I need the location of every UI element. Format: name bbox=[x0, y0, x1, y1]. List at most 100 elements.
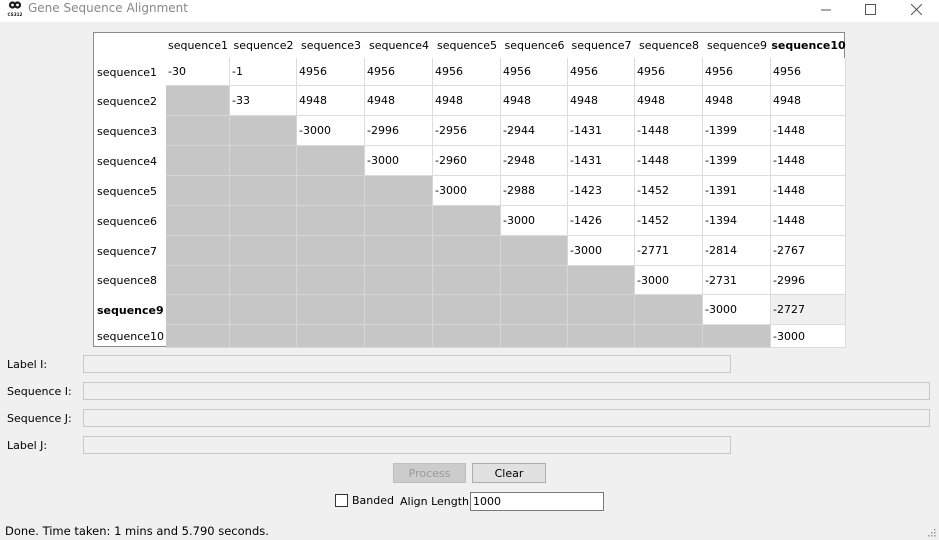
column-header-sequence2[interactable]: sequence2 bbox=[233, 39, 294, 52]
matrix-cell[interactable]: -1448 bbox=[771, 206, 846, 236]
matrix-cell[interactable]: -2767 bbox=[771, 236, 846, 266]
matrix-cell-empty[interactable] bbox=[297, 146, 365, 176]
matrix-cell[interactable]: -2948 bbox=[501, 146, 568, 176]
matrix-cell-empty[interactable] bbox=[166, 116, 230, 146]
matrix-cell-empty[interactable] bbox=[365, 295, 433, 325]
matrix-cell-empty[interactable] bbox=[297, 295, 365, 325]
matrix-cell-empty[interactable] bbox=[501, 325, 568, 348]
matrix-cell-empty[interactable] bbox=[166, 86, 230, 116]
matrix-cell-empty[interactable] bbox=[365, 176, 433, 206]
row-header-sequence5[interactable]: sequence5 bbox=[97, 184, 158, 198]
column-header-sequence10[interactable]: sequence10 bbox=[771, 39, 846, 52]
row-header-sequence8[interactable]: sequence8 bbox=[97, 274, 158, 287]
sequence-i-field[interactable] bbox=[83, 382, 930, 400]
column-header-sequence6[interactable]: sequence6 bbox=[504, 39, 565, 52]
label-i-field[interactable] bbox=[83, 355, 731, 373]
matrix-cell[interactable]: 4948 bbox=[501, 86, 568, 116]
matrix-cell[interactable]: -1448 bbox=[771, 176, 846, 206]
matrix-cell[interactable]: -3000 bbox=[568, 236, 635, 266]
matrix-cell-empty[interactable] bbox=[297, 206, 365, 236]
matrix-cell[interactable]: -2771 bbox=[635, 236, 703, 266]
matrix-cell-empty[interactable] bbox=[703, 325, 771, 348]
matrix-cell-empty[interactable] bbox=[230, 206, 297, 236]
matrix-cell-empty[interactable] bbox=[568, 325, 635, 348]
column-header-sequence1[interactable]: sequence1 bbox=[167, 39, 228, 52]
matrix-cell-empty[interactable] bbox=[230, 146, 297, 176]
matrix-cell-empty[interactable] bbox=[166, 176, 230, 206]
matrix-cell[interactable]: -33 bbox=[230, 86, 297, 116]
matrix-cell[interactable]: 4956 bbox=[568, 58, 635, 86]
label-j-field[interactable] bbox=[83, 436, 731, 454]
matrix-cell[interactable]: -1431 bbox=[568, 116, 635, 146]
matrix-cell-empty[interactable] bbox=[166, 206, 230, 236]
column-header-sequence9[interactable]: sequence9 bbox=[706, 39, 767, 52]
row-header-sequence1[interactable]: sequence1 bbox=[97, 65, 158, 79]
matrix-cell[interactable]: -30 bbox=[166, 58, 230, 86]
matrix-cell[interactable]: -1394 bbox=[703, 206, 771, 236]
matrix-cell[interactable]: -2960 bbox=[433, 146, 501, 176]
matrix-cell[interactable]: -2996 bbox=[365, 116, 433, 146]
matrix-cell[interactable]: -2731 bbox=[703, 266, 771, 295]
column-header-sequence3[interactable]: sequence3 bbox=[300, 39, 361, 52]
matrix-cell-empty[interactable] bbox=[166, 236, 230, 266]
matrix-cell[interactable]: -1448 bbox=[635, 146, 703, 176]
row-header-sequence10[interactable]: sequence10 bbox=[97, 330, 165, 343]
clear-button[interactable]: Clear bbox=[472, 463, 546, 483]
matrix-cell[interactable]: 4948 bbox=[365, 86, 433, 116]
matrix-cell[interactable]: -3000 bbox=[501, 206, 568, 236]
column-header-sequence8[interactable]: sequence8 bbox=[638, 39, 699, 52]
row-header-sequence6[interactable]: sequence6 bbox=[97, 214, 158, 228]
matrix-cell-empty[interactable] bbox=[635, 325, 703, 348]
matrix-cell[interactable]: -1426 bbox=[568, 206, 635, 236]
matrix-cell[interactable]: -2988 bbox=[501, 176, 568, 206]
matrix-cell[interactable]: 4948 bbox=[771, 86, 846, 116]
sequence-j-field[interactable] bbox=[83, 409, 930, 427]
matrix-cell[interactable]: -1448 bbox=[771, 146, 846, 176]
matrix-cell-empty[interactable] bbox=[365, 266, 433, 295]
matrix-cell[interactable]: 4956 bbox=[501, 58, 568, 86]
matrix-cell[interactable]: 4948 bbox=[433, 86, 501, 116]
row-header-sequence3[interactable]: sequence3 bbox=[97, 124, 158, 138]
matrix-cell[interactable]: -1391 bbox=[703, 176, 771, 206]
row-header-sequence7[interactable]: sequence7 bbox=[97, 244, 158, 258]
row-header-sequence9[interactable]: sequence9 bbox=[97, 303, 164, 317]
matrix-cell-empty[interactable] bbox=[297, 325, 365, 348]
maximize-button[interactable] bbox=[847, 0, 893, 18]
matrix-cell-empty[interactable] bbox=[230, 325, 297, 348]
matrix-cell[interactable]: -1448 bbox=[771, 116, 846, 146]
column-header-sequence4[interactable]: sequence4 bbox=[368, 39, 429, 52]
matrix-cell[interactable]: -3000 bbox=[703, 295, 771, 325]
column-header-sequence7[interactable]: sequence7 bbox=[571, 39, 632, 52]
matrix-cell[interactable]: -2956 bbox=[433, 116, 501, 146]
matrix-cell-empty[interactable] bbox=[166, 325, 230, 348]
matrix-cell-empty[interactable] bbox=[365, 325, 433, 348]
matrix-cell-empty[interactable] bbox=[365, 206, 433, 236]
matrix-cell[interactable]: -2814 bbox=[703, 236, 771, 266]
matrix-cell-empty[interactable] bbox=[635, 295, 703, 325]
matrix-cell[interactable]: 4948 bbox=[568, 86, 635, 116]
matrix-cell[interactable]: -1423 bbox=[568, 176, 635, 206]
matrix-cell[interactable]: -3000 bbox=[433, 176, 501, 206]
matrix-cell-empty[interactable] bbox=[230, 236, 297, 266]
matrix-cell[interactable]: 4948 bbox=[297, 86, 365, 116]
matrix-cell-empty[interactable] bbox=[568, 266, 635, 295]
matrix-cell[interactable]: -1399 bbox=[703, 146, 771, 176]
matrix-cell[interactable]: 4956 bbox=[433, 58, 501, 86]
matrix-cell-empty[interactable] bbox=[433, 325, 501, 348]
matrix-cell-empty[interactable] bbox=[166, 266, 230, 295]
matrix-cell[interactable]: -1431 bbox=[568, 146, 635, 176]
matrix-cell[interactable]: 4956 bbox=[703, 58, 771, 86]
alignment-score-matrix[interactable]: sequence1 sequence2 sequence3 sequence4 sequ… bbox=[93, 32, 846, 348]
matrix-cell[interactable]: 4948 bbox=[703, 86, 771, 116]
matrix-cell-empty[interactable] bbox=[433, 236, 501, 266]
matrix-cell-empty[interactable] bbox=[433, 206, 501, 236]
matrix-cell[interactable]: 4956 bbox=[635, 58, 703, 86]
matrix-cell-empty[interactable] bbox=[297, 236, 365, 266]
matrix-cell[interactable]: -3000 bbox=[771, 325, 846, 348]
matrix-cell[interactable]: -1452 bbox=[635, 206, 703, 236]
column-header-sequence5[interactable]: sequence5 bbox=[436, 39, 497, 52]
banded-checkbox[interactable] bbox=[335, 494, 348, 507]
matrix-cell-empty[interactable] bbox=[230, 295, 297, 325]
close-button[interactable] bbox=[893, 0, 939, 18]
matrix-cell-empty[interactable] bbox=[568, 295, 635, 325]
